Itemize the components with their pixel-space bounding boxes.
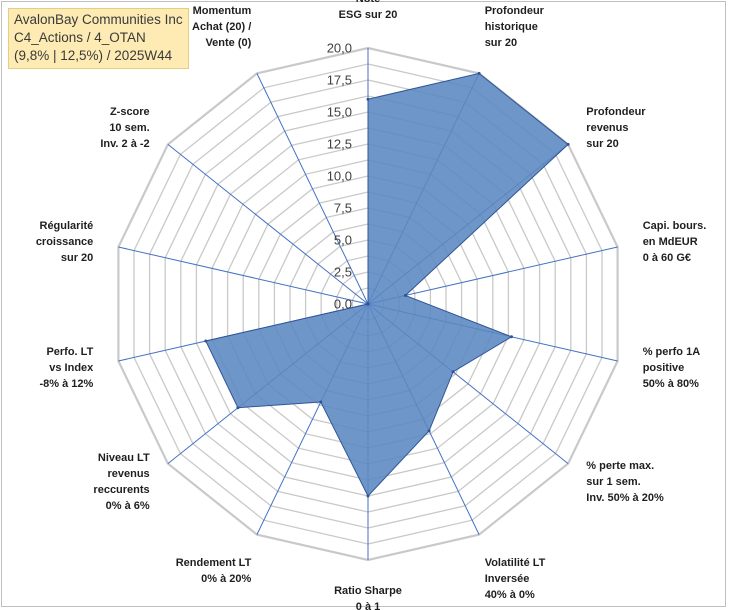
chart-title-box: AvalonBay Communities Inc C4_Actions / 4… <box>8 8 189 69</box>
radial-tick-labels: 0,0 2,5 5,0 7,5 10,0 12,5 15,0 17,5 20,0 <box>327 41 352 312</box>
axis-spoke <box>167 144 369 305</box>
tick-label: 17,5 <box>327 73 352 88</box>
data-point <box>477 71 481 75</box>
tick-label: 2,5 <box>334 265 352 280</box>
data-point <box>427 429 431 433</box>
tick-label: 0,0 <box>334 297 352 312</box>
radar-series <box>204 71 570 498</box>
tick-label: 20,0 <box>327 41 352 56</box>
axis-spoke <box>367 246 618 305</box>
axis-label: Momentum Achat (20) / Vente (0) <box>192 5 252 49</box>
data-point <box>204 339 208 343</box>
tick-label: 7,5 <box>334 201 352 216</box>
axis-label: Volatilité LT Inversée 40% à 0% <box>485 557 546 601</box>
data-point <box>403 294 407 297</box>
title-period: (9,8% | 12,5%) / 2025W44 <box>14 48 173 63</box>
axis-label: % perte max. sur 1 sem. Inv. 50% à 20% <box>586 460 664 504</box>
axis-label: Profondeur historique sur 20 <box>485 5 545 49</box>
data-point <box>451 370 455 374</box>
axis-label: Profondeur revenus sur 20 <box>586 106 646 150</box>
data-point <box>510 335 513 339</box>
title-category: C4_Actions / 4_OTAN <box>14 30 146 45</box>
data-point <box>236 406 240 410</box>
tick-label: 5,0 <box>334 233 352 248</box>
data-point <box>566 142 570 146</box>
data-point <box>319 400 323 404</box>
data-point <box>366 494 370 498</box>
axis-label: Capi. bours. en MdEUR 0 à 60 G€ <box>643 220 707 264</box>
axis-label: Rendement LT 0% à 20% <box>176 557 252 585</box>
axis-label: Perfo. LT vs Index -8% à 12% <box>39 346 94 390</box>
tick-label: 12,5 <box>327 137 352 152</box>
axis-label: Z-score 10 sem. Inv. 2 à -2 <box>100 106 149 150</box>
axis-label: Ratio Sharpe 0 à 1 <box>334 585 402 610</box>
axis-label: Niveau LT revenus reccurents 0% à 6% <box>93 452 150 512</box>
title-company: AvalonBay Communities Inc <box>14 12 183 27</box>
axis-label: % perfo 1A positive 50% à 80% <box>643 346 701 390</box>
data-area <box>205 72 569 497</box>
axis-label: Régularité croissance sur 20 <box>36 220 93 264</box>
axis-spoke <box>118 246 369 305</box>
data-point <box>366 302 370 306</box>
axis-spoke <box>256 73 369 305</box>
data-point <box>366 97 370 101</box>
tick-label: 15,0 <box>327 105 352 120</box>
tick-label: 10,0 <box>327 169 352 184</box>
axis-label: NoteESG sur 20 <box>339 0 398 21</box>
